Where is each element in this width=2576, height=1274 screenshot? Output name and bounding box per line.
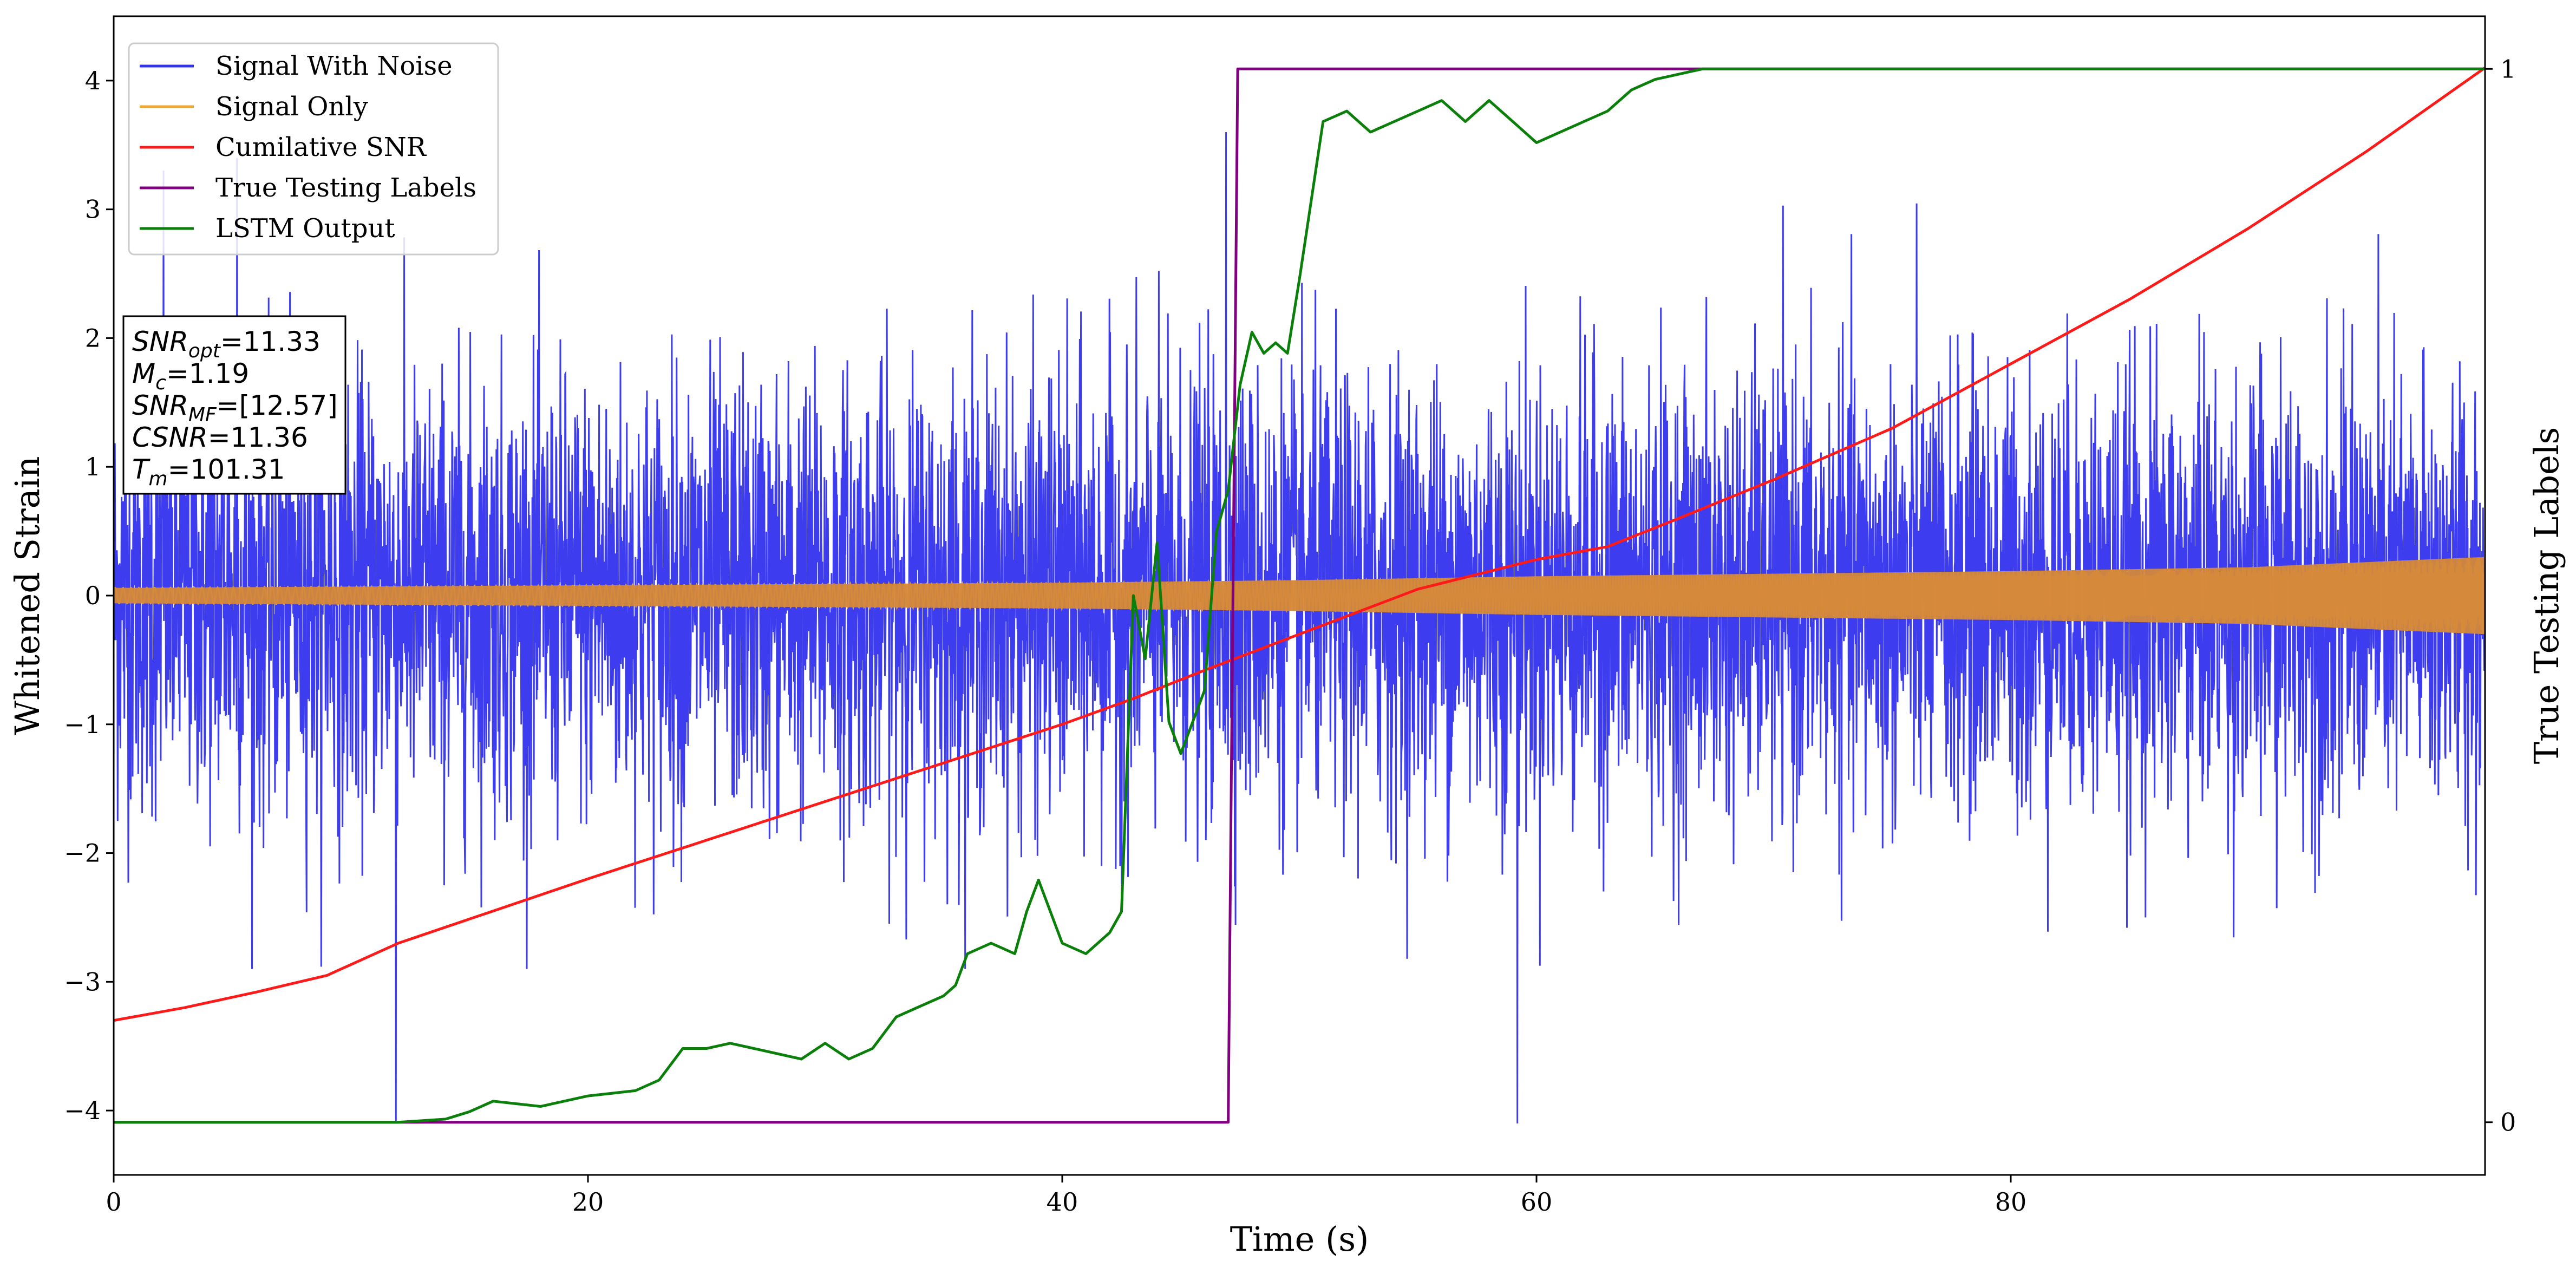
info-line: SNRopt=11.33 — [132, 326, 321, 362]
info-annotation-box: SNRopt=11.33Mc=1.19SNRMF=[12.57]CSNR=11.… — [122, 315, 346, 495]
legend: Signal With Noise Signal Only Cumilative S… — [128, 42, 499, 256]
y-axis-title: Whitened Strain — [8, 456, 47, 735]
y-tick-label: −2 — [64, 839, 101, 868]
legend-items: Signal With Noise Signal Only Cumilative S… — [140, 51, 476, 244]
legend-label: LSTM Output — [215, 213, 395, 244]
info-line: CSNR=11.36 — [132, 422, 308, 453]
x-tick-label: 80 — [1995, 1187, 2027, 1217]
y2-tick-label: 1 — [2500, 54, 2516, 83]
x-tick-label: 40 — [1047, 1187, 1078, 1217]
info-line: Tm=101.31 — [132, 454, 285, 490]
y-tick-label: −4 — [64, 1096, 101, 1125]
annotation-lines: SNRopt=11.33Mc=1.19SNRMF=[12.57]CSNR=11.… — [132, 326, 338, 490]
series-lstm-output — [114, 67, 2485, 1124]
series-layer — [114, 67, 2485, 1124]
info-line: SNRMF=[12.57] — [132, 390, 338, 426]
legend-label: Signal Only — [215, 92, 368, 122]
x-tick-label: 0 — [106, 1187, 121, 1217]
y-tick-label: 1 — [85, 452, 101, 481]
series-cumilative-snr — [114, 67, 2485, 1022]
y2-tick-label: 0 — [2500, 1108, 2516, 1137]
info-box-frame — [122, 315, 346, 495]
x-axis-title: Time (s) — [1230, 1219, 1369, 1259]
y-tick-label: 4 — [85, 66, 101, 95]
series-signal-only-envelope — [114, 557, 2485, 635]
y-tick-label: 3 — [85, 195, 101, 224]
legend-label: Cumilative SNR — [215, 132, 427, 162]
x-tick-label: 20 — [572, 1187, 604, 1217]
y-tick-label: 2 — [85, 323, 101, 352]
y-tick-label: 0 — [85, 581, 101, 610]
info-line: Mc=1.19 — [132, 358, 249, 394]
x-tick-label: 60 — [1521, 1187, 1553, 1217]
y-tick-label: −3 — [64, 967, 101, 996]
y-tick-label: −1 — [64, 710, 101, 739]
legend-label: True Testing Labels — [215, 173, 476, 203]
legend-label: Signal With Noise — [215, 51, 453, 81]
y2-axis-title: True Testing Labels — [2527, 427, 2566, 765]
legend-box — [128, 42, 499, 256]
